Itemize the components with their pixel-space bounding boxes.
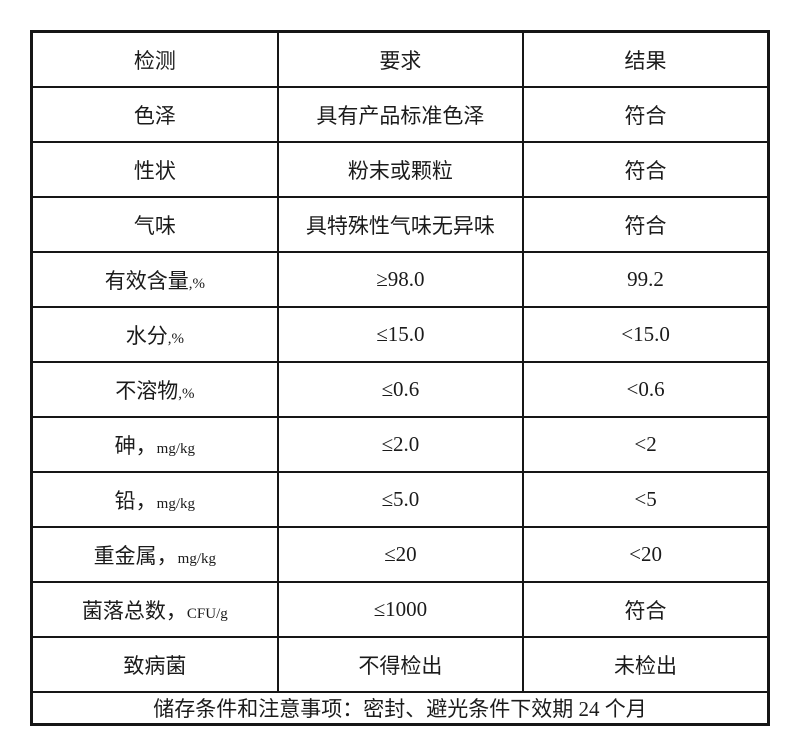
requirement-cell: ≤5.0 — [276, 471, 525, 528]
item-label: 不溶物 — [115, 378, 179, 403]
header-result: 结果 — [522, 30, 770, 88]
result-cell: <20 — [522, 526, 770, 583]
item-label: 致病菌 — [123, 653, 187, 678]
item-cell: 菌落总数，CFU/g — [30, 581, 279, 638]
table-row: 有效含量,% ≥98.0 99.2 — [30, 251, 770, 308]
item-unit: ,% — [178, 385, 195, 402]
item-label: 色泽 — [133, 103, 176, 128]
table-row: 重金属，mg/kg ≤20 <20 — [30, 526, 770, 583]
requirement-cell: ≤0.6 — [276, 361, 525, 418]
result-cell: 未检出 — [522, 636, 770, 693]
table-row: 砷，mg/kg ≤2.0 <2 — [30, 416, 770, 473]
item-label: 重金属， — [93, 543, 178, 568]
table-body: 色泽 具有产品标准色泽 符合 性状 粉末或颗粒 符合 气味 具特殊性气味无异味 符合 有效含量,%… — [30, 86, 770, 693]
item-cell: 色泽 — [30, 86, 279, 143]
result-cell: 符合 — [522, 581, 770, 638]
item-cell: 水分,% — [30, 306, 279, 363]
requirement-cell: 不得检出 — [276, 636, 525, 693]
requirement-cell: 具特殊性气味无异味 — [276, 196, 525, 253]
requirement-cell: ≤15.0 — [276, 306, 525, 363]
requirement-cell: 粉末或颗粒 — [276, 141, 525, 198]
item-label: 砷， — [114, 433, 157, 458]
table-row: 水分,% ≤15.0 <15.0 — [30, 306, 770, 363]
item-label: 有效含量 — [104, 268, 189, 293]
item-cell: 铅，mg/kg — [30, 471, 279, 528]
item-cell: 气味 — [30, 196, 279, 253]
result-cell: <15.0 — [522, 306, 770, 363]
result-cell: 符合 — [522, 141, 770, 198]
table-row: 性状 粉末或颗粒 符合 — [30, 141, 770, 198]
table-row: 气味 具特殊性气味无异味 符合 — [30, 196, 770, 253]
item-unit: mg/kg — [177, 550, 216, 567]
table-row: 菌落总数，CFU/g ≤1000 符合 — [30, 581, 770, 638]
requirement-cell: ≥98.0 — [276, 251, 525, 308]
requirement-cell: ≤2.0 — [276, 416, 525, 473]
item-cell: 重金属，mg/kg — [30, 526, 279, 583]
table-row: 铅，mg/kg ≤5.0 <5 — [30, 471, 770, 528]
inspection-table: 检测 要求 结果 色泽 具有产品标准色泽 符合 性状 粉末或颗粒 符合 气味 具特殊性气味无异… — [30, 30, 770, 726]
item-label: 铅， — [114, 488, 157, 513]
result-cell: 符合 — [522, 196, 770, 253]
item-unit: mg/kg — [156, 440, 195, 457]
item-cell: 有效含量,% — [30, 251, 279, 308]
item-cell: 性状 — [30, 141, 279, 198]
result-cell: <2 — [522, 416, 770, 473]
item-cell: 不溶物,% — [30, 361, 279, 418]
item-unit: ,% — [167, 330, 184, 347]
item-cell: 砷，mg/kg — [30, 416, 279, 473]
storage-note: 储存条件和注意事项：密封、避光条件下效期 24 个月 — [30, 691, 770, 726]
item-label: 气味 — [133, 213, 176, 238]
requirement-cell: ≤1000 — [276, 581, 525, 638]
item-unit: ,% — [188, 275, 205, 292]
header-requirement: 要求 — [276, 30, 525, 88]
item-cell: 致病菌 — [30, 636, 279, 693]
result-cell: <0.6 — [522, 361, 770, 418]
table-header-row: 检测 要求 结果 — [30, 30, 770, 88]
result-cell: 符合 — [522, 86, 770, 143]
table-row: 色泽 具有产品标准色泽 符合 — [30, 86, 770, 143]
item-label: 菌落总数， — [81, 598, 187, 623]
item-unit: mg/kg — [156, 495, 195, 512]
result-cell: <5 — [522, 471, 770, 528]
header-test: 检测 — [30, 30, 279, 88]
item-label: 水分 — [125, 323, 168, 348]
requirement-cell: ≤20 — [276, 526, 525, 583]
table-footer-row: 储存条件和注意事项：密封、避光条件下效期 24 个月 — [30, 691, 770, 726]
table-row: 致病菌 不得检出 未检出 — [30, 636, 770, 693]
item-label: 性状 — [133, 158, 176, 183]
item-unit: CFU/g — [186, 605, 228, 622]
requirement-cell: 具有产品标准色泽 — [276, 86, 525, 143]
table-row: 不溶物,% ≤0.6 <0.6 — [30, 361, 770, 418]
result-cell: 99.2 — [522, 251, 770, 308]
